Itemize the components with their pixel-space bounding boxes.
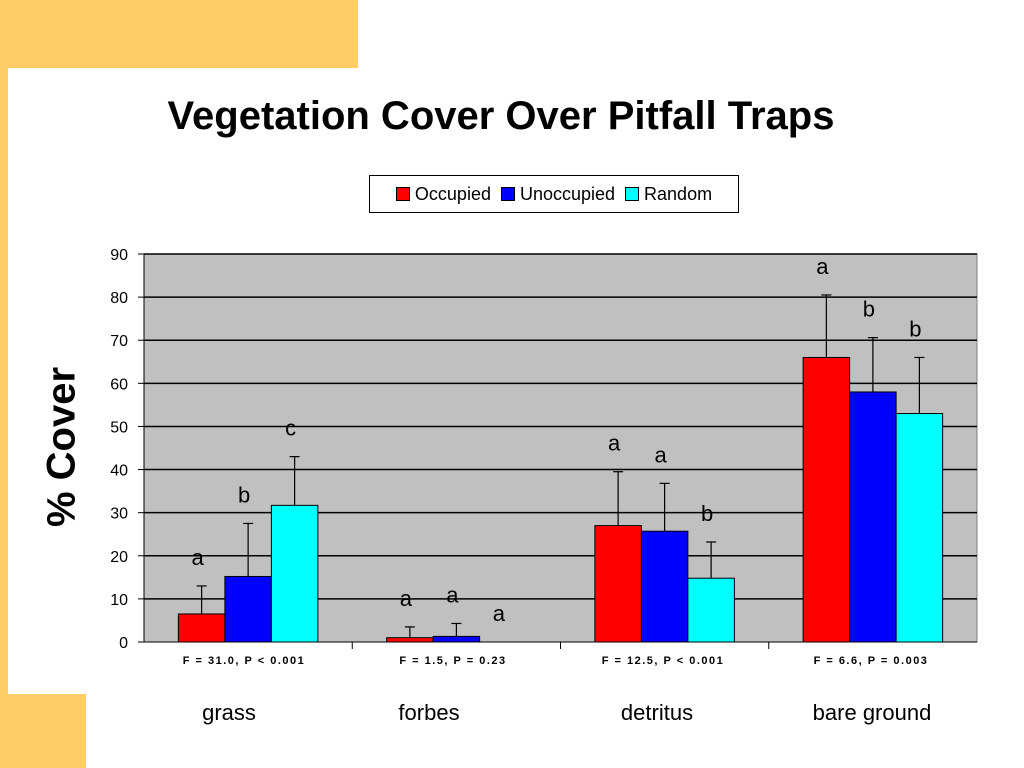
category-label-detritus: detritus xyxy=(620,700,694,725)
bar-forbes-occupied xyxy=(386,637,434,643)
bar-grass-occupied xyxy=(177,613,226,643)
category-label-forbes: forbes xyxy=(398,700,460,725)
significance-letter-bare-ground-occupied: a xyxy=(816,254,829,279)
y-tick-label-20: 20 xyxy=(110,549,128,566)
significance-letter-forbes-occupied: a xyxy=(400,586,413,611)
legend-label-occupied: Occupied xyxy=(414,183,491,204)
significance-letter-forbes-random: a xyxy=(493,601,506,626)
bar-forbes-unoccupied xyxy=(432,635,481,643)
bar-detritus-unoccupied xyxy=(640,530,689,643)
y-tick-label-10: 10 xyxy=(110,592,128,609)
significance-letter-bare-ground-unoccupied: b xyxy=(863,297,875,322)
significance-letter-grass-occupied: a xyxy=(192,545,205,570)
stat-label-detritus: F = 12.5, P < 0.001 xyxy=(601,655,725,667)
y-tick-label-80: 80 xyxy=(110,290,128,307)
legend-item-occupied: Occupied xyxy=(395,183,491,205)
significance-letter-grass-unoccupied: b xyxy=(238,482,250,507)
stat-label-forbes: F = 1.5, P = 0.23 xyxy=(399,655,507,667)
stat-label-bare-ground: F = 6.6, P = 0.003 xyxy=(813,655,929,667)
y-tick-label-70: 70 xyxy=(110,333,128,350)
decorative-block-bottom xyxy=(0,694,86,768)
bar-grass-random xyxy=(270,504,319,643)
significance-letter-bare-ground-random: b xyxy=(909,316,921,341)
decorative-band-top xyxy=(0,0,358,68)
stat-label-grass: F = 31.0, P < 0.001 xyxy=(182,655,306,667)
bar-bare-ground-occupied xyxy=(802,356,851,643)
category-label-grass: grass xyxy=(202,700,256,725)
significance-letter-detritus-random: b xyxy=(701,501,713,526)
bar-grass-unoccupied xyxy=(224,575,272,643)
category-label-bare-ground: bare ground xyxy=(812,700,932,725)
bar-detritus-occupied xyxy=(594,525,642,643)
chart-legend: Occupied Unoccupied Random xyxy=(369,175,739,213)
significance-letter-detritus-unoccupied: a xyxy=(655,442,668,467)
y-tick-label-30: 30 xyxy=(110,506,128,523)
significance-letter-grass-random: c xyxy=(285,416,296,441)
legend-swatch-random xyxy=(625,187,640,201)
y-tick-label-40: 40 xyxy=(110,463,128,480)
legend-item-unoccupied: Unoccupied xyxy=(500,183,616,205)
bar-bare-ground-random xyxy=(895,413,944,643)
y-tick-label-90: 90 xyxy=(110,247,128,264)
legend-swatch-unoccupied xyxy=(500,187,515,201)
y-tick-label-60: 60 xyxy=(110,376,128,393)
significance-letter-detritus-occupied: a xyxy=(608,431,621,456)
decorative-band-left xyxy=(0,0,8,768)
bar-detritus-random xyxy=(687,577,735,643)
bar-bare-ground-unoccupied xyxy=(849,391,897,643)
slide-title: Vegetation Cover Over Pitfall Traps xyxy=(167,94,835,138)
significance-letter-forbes-unoccupied: a xyxy=(446,582,459,607)
legend-label-unoccupied: Unoccupied xyxy=(519,183,616,204)
legend-label-random: Random xyxy=(644,183,713,204)
legend-swatch-occupied xyxy=(395,187,410,201)
y-tick-label-0: 0 xyxy=(119,635,128,652)
legend-item-random: Random xyxy=(625,184,712,205)
y-tick-label-50: 50 xyxy=(110,419,128,436)
